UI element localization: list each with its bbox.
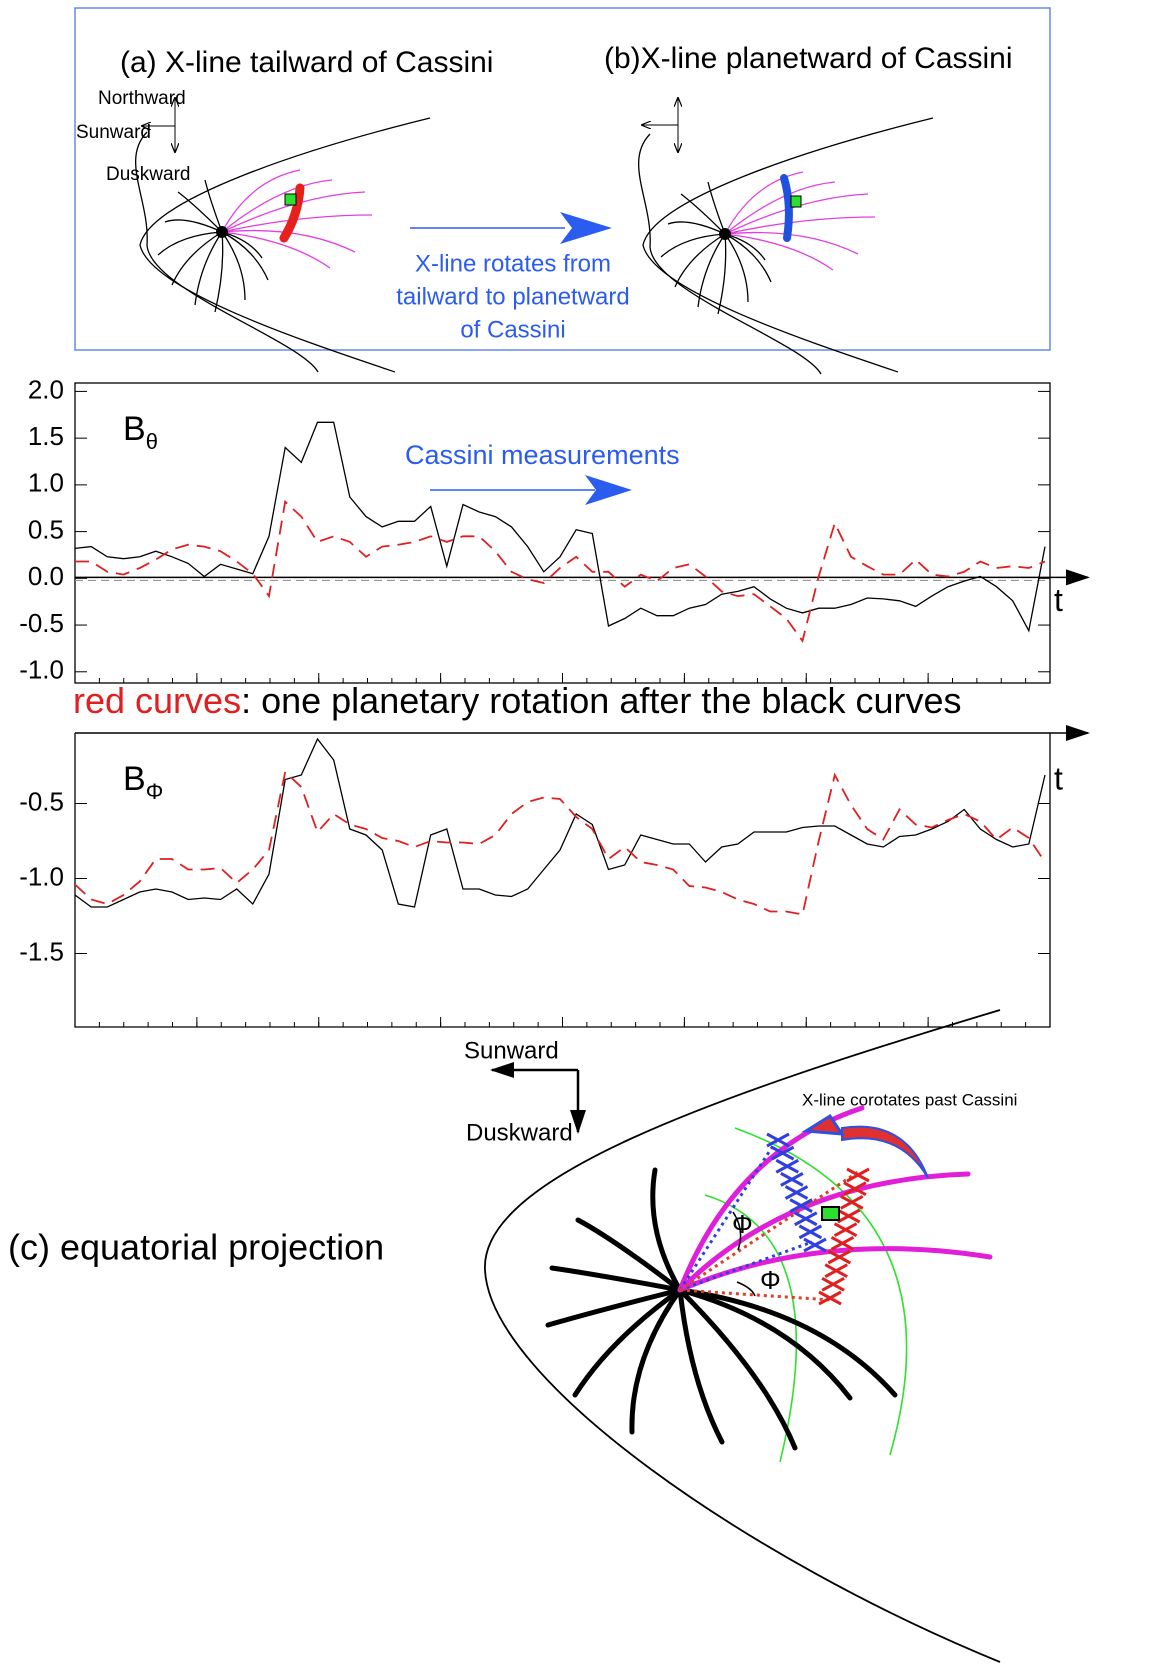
time-label: t [1054,760,1063,796]
direction-label: Sunward [464,1037,559,1064]
y-label-sub: θ [146,429,158,454]
corotation-arrowhead [801,1113,845,1136]
series-line [74,770,1046,916]
y-label-main: B [123,760,146,798]
panel-title: (c) equatorial projection [8,1227,384,1268]
angle-label: Φ [760,1265,781,1295]
x-mark [827,1249,852,1265]
magnetopause [642,117,934,373]
x-mark [775,1158,799,1174]
x-line-marks [766,1132,870,1306]
dotted-line [678,1137,813,1292]
x-mark [766,1132,790,1148]
direction-label: Northward [98,88,186,109]
rotation-note: X-line rotates from [415,250,611,277]
magnetopause [139,117,431,373]
field-line-open [677,1246,993,1293]
direction-label: Duskward [466,1119,573,1146]
direction-label: Duskward [106,164,190,185]
time-label: t [1054,582,1063,618]
corotation-arrow [841,1125,929,1179]
panel-title: (b)X-line planetward of Cassini [604,42,1013,75]
y-label: BΦ [123,760,163,804]
equatorial-diagram [484,1009,1001,1663]
x-mark [780,1172,804,1187]
x-mark [824,1263,848,1278]
x-mark [803,1237,827,1253]
x-line-red [279,183,305,243]
direction-label: Sunward [76,122,151,143]
caption-rest: : one planetary rotation after the black… [241,680,961,721]
angle-label: Φ [732,1209,753,1239]
y-tick-label: 2.0 [28,374,64,404]
field-line [677,1287,798,1451]
field-line [545,1287,683,1328]
series-line [74,737,1046,908]
magnetopause [484,1009,1001,1663]
cassini [284,193,297,206]
field-line-open [677,1171,971,1293]
x-mark [840,1195,864,1210]
y-tick-label: -1.0 [19,655,64,685]
dotted-line [679,1170,859,1302]
field-line [677,1287,853,1401]
y-tick-label: 0.0 [28,561,64,591]
y-tick-label: -1.0 [19,861,64,891]
panel-frame [74,7,1051,351]
plot-frame [74,382,1051,684]
field-lines-b [637,133,876,375]
field-line [629,1287,683,1435]
y-tick-label: -0.5 [19,786,64,816]
series-line [75,499,1046,643]
x-mark [830,1236,855,1251]
field-line [575,1217,683,1293]
field-line [677,1287,898,1398]
y-tick-label: 1.5 [28,421,64,451]
y-label: Bθ [123,410,158,454]
caption-highlight: red curves [73,680,241,721]
y-tick-label: -0.5 [19,608,64,638]
rotation-arrowhead [560,212,612,244]
x-mark [794,1211,818,1227]
x-mark [821,1277,845,1292]
field-line [549,1265,683,1293]
x-mark [843,1181,867,1196]
y-tick-label: 1.0 [28,468,64,498]
x-mark [798,1224,823,1240]
angle-arc [732,1211,756,1297]
field-line [677,1287,725,1445]
cassini [790,195,802,208]
rotation-note: of Cassini [460,316,565,343]
x-mark [770,1145,795,1161]
plot-frame [74,733,1051,1028]
field-line [572,1287,683,1398]
y-label-main: B [123,410,146,448]
series-line [74,421,1046,633]
x-mark [818,1290,842,1306]
corotation-note: X-line corotates past Cassini [802,1090,1017,1109]
caption: red curves: one planetary rotation after… [73,680,961,721]
annotation-arrowhead [585,475,632,505]
x-mark [789,1198,813,1213]
x-mark [846,1167,870,1183]
field-line [650,1167,683,1293]
annotation: Cassini measurements [405,440,680,470]
x-mark [833,1222,858,1237]
y-tick-label: 0.5 [28,514,64,544]
x-mark [784,1185,809,1200]
cassini [821,1206,840,1221]
panel-title: (a) X-line tailward of Cassini [120,46,493,79]
x-line-blue [780,174,793,242]
orbit-arc [704,1194,798,1463]
rotation-note: tailward to planetward [396,283,629,310]
y-tick-label: -1.5 [19,936,64,966]
x-mark [836,1208,861,1224]
y-label-sub: Φ [146,779,164,804]
